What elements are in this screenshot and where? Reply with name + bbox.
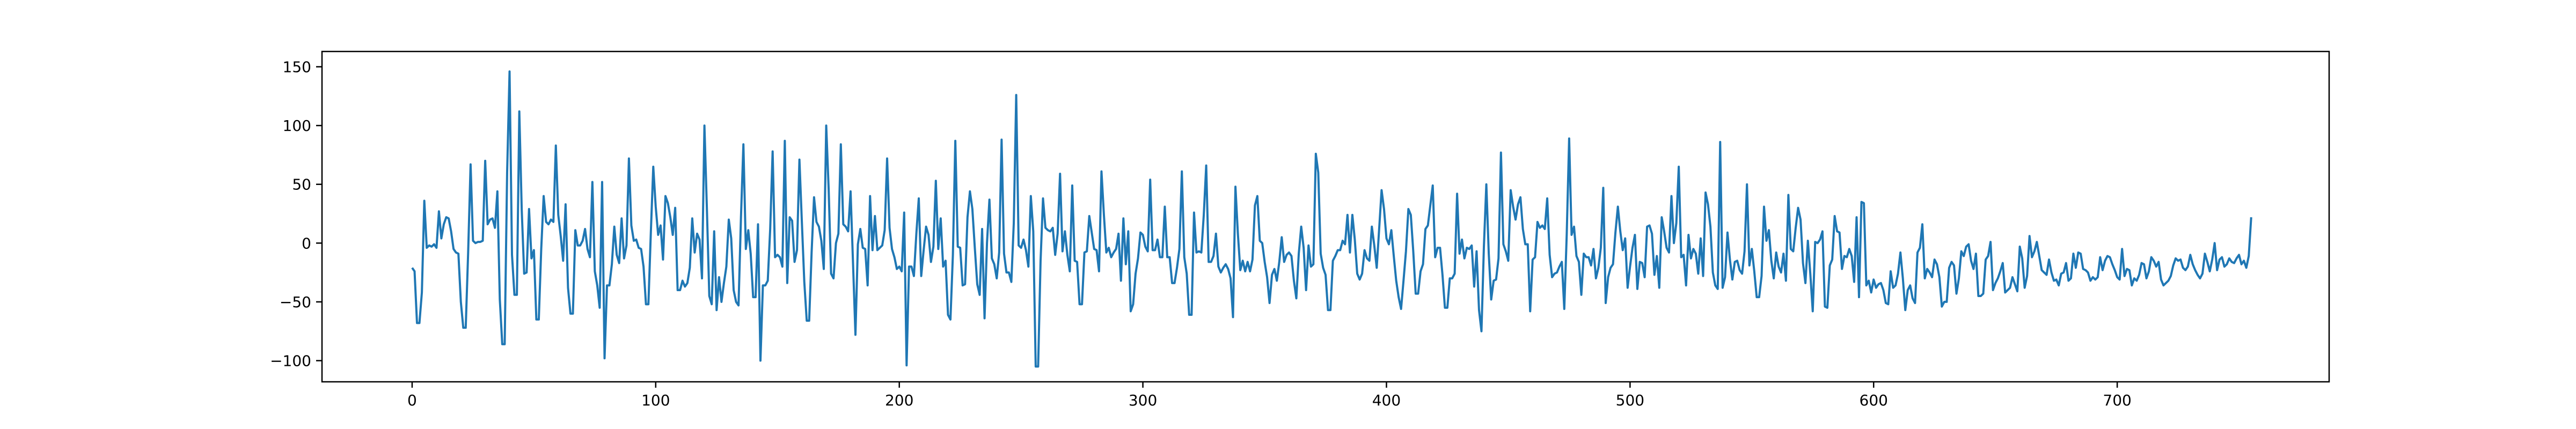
x-tick-label: 500 [1616,391,1644,409]
x-tick-label: 300 [1129,391,1157,409]
y-tick-label: 50 [292,176,311,194]
chart-marks [411,70,2252,368]
x-tick-label: 700 [2103,391,2131,409]
y-axis: −100 −50 0 50 100 150 [270,58,322,370]
y-tick-label: −50 [280,293,311,311]
y-tick-label: 100 [283,117,311,135]
x-tick-label: 600 [1860,391,1888,409]
y-tick-label: −100 [270,352,311,370]
x-tick-label: 200 [885,391,913,409]
x-axis: 0 100 200 300 400 500 600 700 [407,382,2132,409]
x-tick-label: 0 [407,391,417,409]
plot-area-frame [321,50,2330,383]
x-tick-label: 100 [641,391,670,409]
y-tick-label: 0 [302,234,311,252]
x-tick-label: 400 [1372,391,1401,409]
y-tick-label: 150 [283,58,311,76]
series-line-0 [411,70,2252,368]
